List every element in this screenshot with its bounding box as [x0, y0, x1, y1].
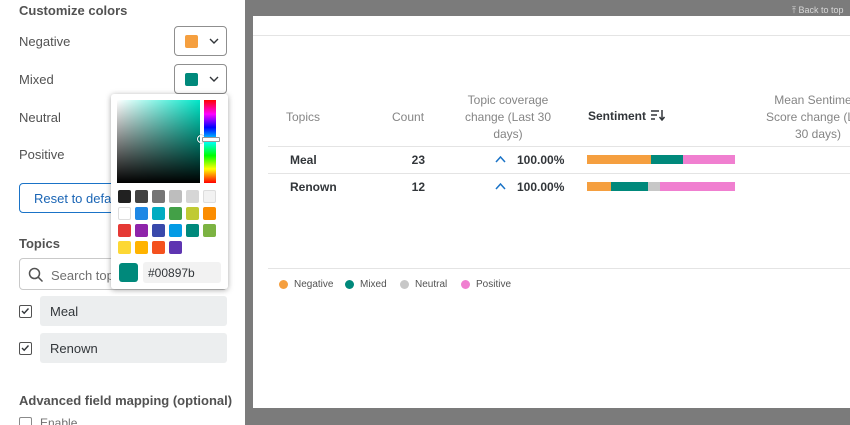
- row-coverage-change: 100.00%: [517, 180, 565, 194]
- preset-swatch[interactable]: [118, 207, 131, 220]
- chevron-down-icon: [209, 38, 219, 44]
- hex-input[interactable]: #00897b: [143, 262, 221, 283]
- preset-swatch[interactable]: [186, 207, 199, 220]
- coverage-header: Topic coverage change (Last 30 days): [464, 93, 552, 141]
- preset-swatch[interactable]: [169, 190, 182, 203]
- enable-label: Enable: [40, 416, 78, 425]
- mixed-label: Mixed: [19, 72, 54, 87]
- row-topic: Meal: [290, 153, 317, 167]
- chevron-up-icon: [495, 155, 506, 163]
- preset-swatch[interactable]: [118, 190, 131, 203]
- preset-swatch[interactable]: [135, 241, 148, 254]
- sentiment-bar: [587, 155, 735, 164]
- preset-swatch[interactable]: [186, 190, 199, 203]
- widget-preview: Topics Count Topic coverage change (Last…: [253, 16, 850, 408]
- preset-swatch[interactable]: [135, 207, 148, 220]
- settings-panel: Customize colors Negative Mixed Neutral …: [0, 0, 245, 425]
- sentiment-header[interactable]: Sentiment: [588, 109, 647, 123]
- row-count: 23: [411, 153, 425, 167]
- row-count: 12: [411, 180, 425, 194]
- topic-checkbox-meal[interactable]: [19, 305, 32, 318]
- sentiment-segment-positive: [683, 155, 735, 164]
- sentiment-segment-neutral: [647, 182, 660, 191]
- preset-swatch[interactable]: [135, 190, 148, 203]
- preset-swatch[interactable]: [118, 224, 131, 237]
- sentiment-segment-negative: [587, 155, 651, 164]
- back-to-top-link[interactable]: ⤒ Back to top: [792, 5, 844, 15]
- chevron-up-icon: [495, 182, 506, 190]
- saturation-value-area[interactable]: [117, 100, 200, 183]
- search-placeholder: Search topics: [51, 268, 130, 283]
- preset-swatch[interactable]: [169, 207, 182, 220]
- check-icon: [21, 308, 30, 315]
- color-picker-popover: #00897b: [111, 94, 228, 289]
- negative-label: Negative: [19, 34, 71, 49]
- sentiment-segment-positive: [659, 182, 735, 191]
- preset-swatch[interactable]: [169, 224, 182, 237]
- preset-swatch[interactable]: [152, 207, 165, 220]
- sort-icon[interactable]: [651, 109, 665, 121]
- preset-swatch[interactable]: [203, 190, 216, 203]
- sentiment-bar: [587, 182, 735, 191]
- legend-divider: [268, 268, 850, 269]
- header-divider: [268, 146, 850, 147]
- topic-chip-meal[interactable]: Meal: [40, 296, 227, 326]
- search-icon: [28, 267, 44, 283]
- negative-swatch: [185, 35, 198, 48]
- enable-checkbox[interactable]: [19, 417, 32, 425]
- topic-chip-renown[interactable]: Renown: [40, 333, 227, 363]
- topics-title: Topics: [19, 236, 60, 251]
- positive-label: Positive: [19, 147, 65, 162]
- sentiment-segment-mixed: [610, 182, 648, 191]
- sentiment-segment-mixed: [650, 155, 684, 164]
- negative-color-dropdown[interactable]: [174, 26, 227, 56]
- current-color-swatch: [119, 263, 138, 282]
- row-divider: [268, 173, 850, 174]
- preset-swatch[interactable]: [152, 224, 165, 237]
- preset-swatch[interactable]: [118, 241, 131, 254]
- topic-checkbox-renown[interactable]: [19, 342, 32, 355]
- preset-swatch[interactable]: [186, 224, 199, 237]
- preset-swatch[interactable]: [203, 224, 216, 237]
- preset-swatch[interactable]: [135, 224, 148, 237]
- row-coverage-change: 100.00%: [517, 153, 565, 167]
- neutral-label: Neutral: [19, 110, 61, 125]
- mixed-color-dropdown[interactable]: [174, 64, 227, 94]
- mean-score-header: Mean Sentiment Score change (Last 30 day…: [765, 93, 850, 141]
- preset-swatch[interactable]: [169, 241, 182, 254]
- preset-swatch[interactable]: [152, 241, 165, 254]
- mixed-swatch: [185, 73, 198, 86]
- count-header: Count: [392, 110, 425, 124]
- topics-header: Topics: [286, 110, 321, 124]
- row-topic: Renown: [290, 180, 337, 194]
- advanced-field-mapping-title: Advanced field mapping (optional): [19, 393, 233, 408]
- customize-colors-title: Customize colors: [19, 3, 128, 18]
- preset-swatch[interactable]: [203, 207, 216, 220]
- chevron-down-icon: [209, 76, 219, 82]
- check-icon: [21, 345, 30, 352]
- top-divider: [253, 35, 850, 36]
- sentiment-segment-negative: [587, 182, 611, 191]
- preset-swatch[interactable]: [152, 190, 165, 203]
- hue-slider-handle[interactable]: [202, 137, 220, 142]
